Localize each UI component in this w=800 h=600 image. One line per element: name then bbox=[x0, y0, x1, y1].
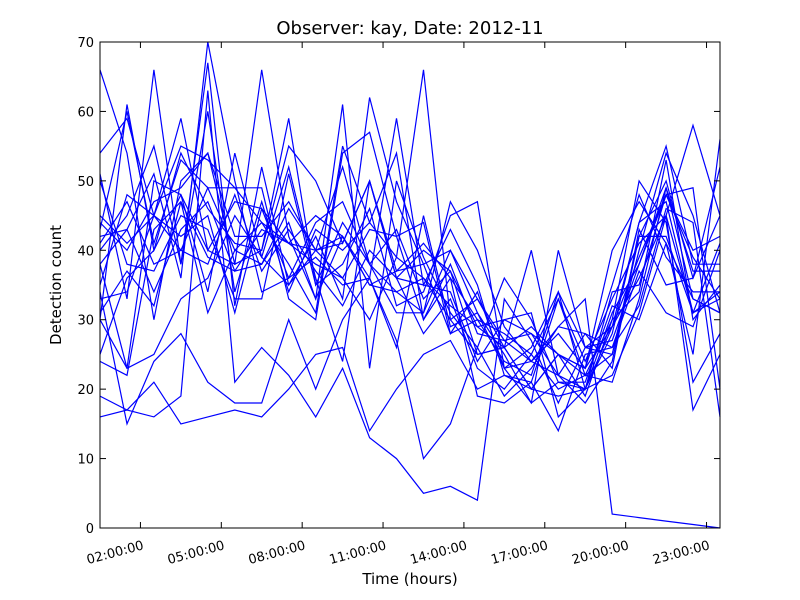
series-line-22 bbox=[99, 186, 721, 391]
series-line-2 bbox=[99, 117, 721, 370]
series-line-16 bbox=[99, 276, 721, 529]
series-line-12 bbox=[99, 200, 721, 417]
y-tick-label-2: 20 bbox=[77, 383, 94, 398]
y-tick-label-4: 40 bbox=[77, 244, 94, 259]
series-line-20 bbox=[99, 145, 721, 384]
y-tick-label-1: 10 bbox=[77, 453, 94, 468]
series-line-9 bbox=[99, 69, 720, 390]
plot-frame bbox=[99, 41, 721, 529]
series-line-18 bbox=[99, 111, 721, 405]
series-line-14 bbox=[99, 215, 721, 433]
y-tick-label-5: 50 bbox=[77, 175, 94, 190]
series-line-6 bbox=[99, 41, 721, 383]
y-tick-label-0: 0 bbox=[86, 522, 94, 537]
series-line-10 bbox=[99, 173, 721, 419]
series-line-15 bbox=[99, 90, 721, 502]
series-lines bbox=[99, 41, 721, 529]
chart-title: Observer: kay, Date: 2012-11 bbox=[276, 18, 543, 39]
series-line-19 bbox=[99, 152, 721, 404]
x-axis-label: Time (hours) bbox=[361, 570, 457, 588]
y-tick-label-3: 30 bbox=[77, 314, 94, 329]
y-axis-label: Detection count bbox=[47, 225, 65, 345]
y-tick-label-6: 60 bbox=[77, 105, 94, 120]
y-tick-label-7: 70 bbox=[77, 36, 94, 51]
series-line-21 bbox=[99, 192, 720, 370]
